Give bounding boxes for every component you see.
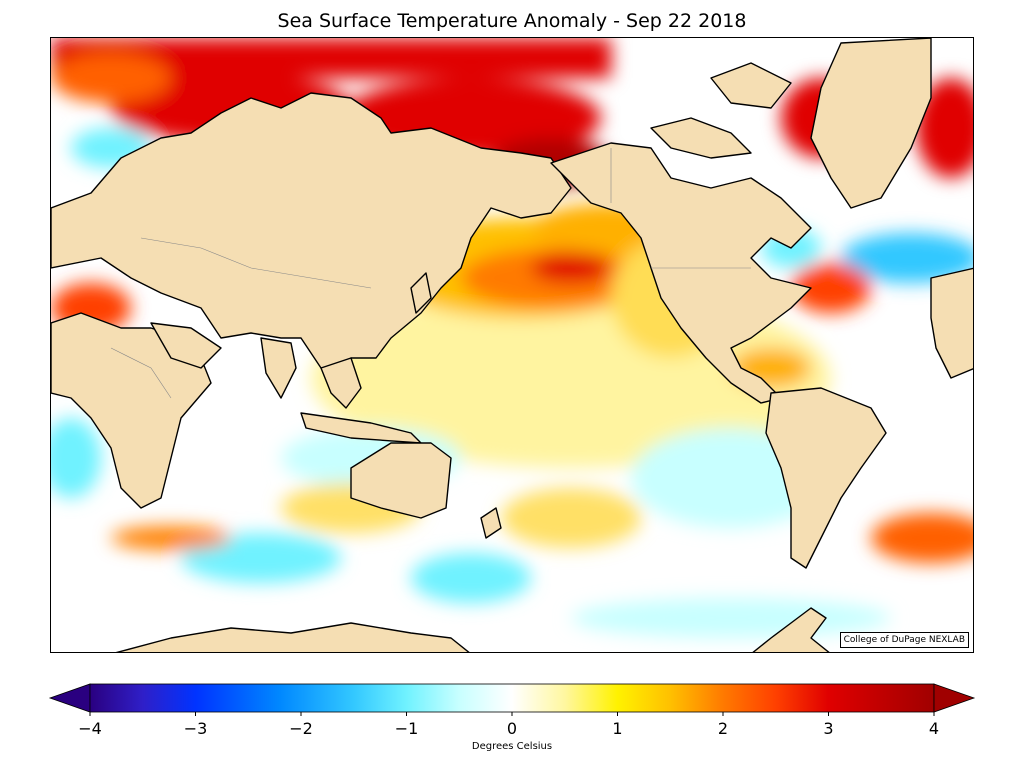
colorbar-tick-label: −1	[394, 719, 419, 738]
sst-anomaly-map	[51, 38, 973, 652]
colorbar-extend-high	[933, 683, 976, 713]
antarctic-peninsula-land	[752, 607, 830, 652]
colorbar-tick-label: 4	[928, 719, 940, 738]
iberia-land	[930, 267, 973, 379]
colorbar-tick-label: 1	[612, 719, 623, 738]
arabia-land	[150, 322, 222, 369]
australia-land	[350, 442, 452, 519]
eurasia-land	[51, 92, 572, 379]
colorbar-tick-label: −3	[183, 719, 208, 738]
country-borders	[110, 148, 751, 399]
land-masses	[51, 38, 973, 652]
south-america-land	[765, 387, 887, 569]
credit-label: College of DuPage NEXLAB	[839, 632, 969, 648]
colorbar	[48, 683, 976, 716]
north-america-land	[550, 142, 812, 404]
colorbar-tick-label: −4	[78, 719, 102, 738]
new-zealand-land	[480, 507, 502, 539]
india-land	[260, 337, 297, 399]
colorbar-tick-label: −2	[289, 719, 313, 738]
colorbar-tick-label: 3	[823, 719, 834, 738]
colorbar-tick-label: 0	[506, 719, 518, 738]
colorbar-gradient	[89, 683, 935, 713]
colorbar-tick-label: 2	[717, 719, 729, 738]
japan-land	[410, 272, 432, 314]
map-frame: College of DuPage NEXLAB	[50, 37, 974, 653]
arctic-islands-land	[650, 117, 752, 159]
greenland-land	[810, 38, 932, 209]
canada-islands-land	[710, 62, 792, 109]
antarctica-land	[115, 622, 470, 652]
se-asia-land	[320, 357, 362, 409]
colorbar-label: Degrees Celsius	[471, 741, 553, 752]
map-title: Sea Surface Temperature Anomaly - Sep 22…	[277, 10, 747, 32]
africa-land	[51, 312, 212, 509]
colorbar-extend-low	[48, 683, 91, 713]
